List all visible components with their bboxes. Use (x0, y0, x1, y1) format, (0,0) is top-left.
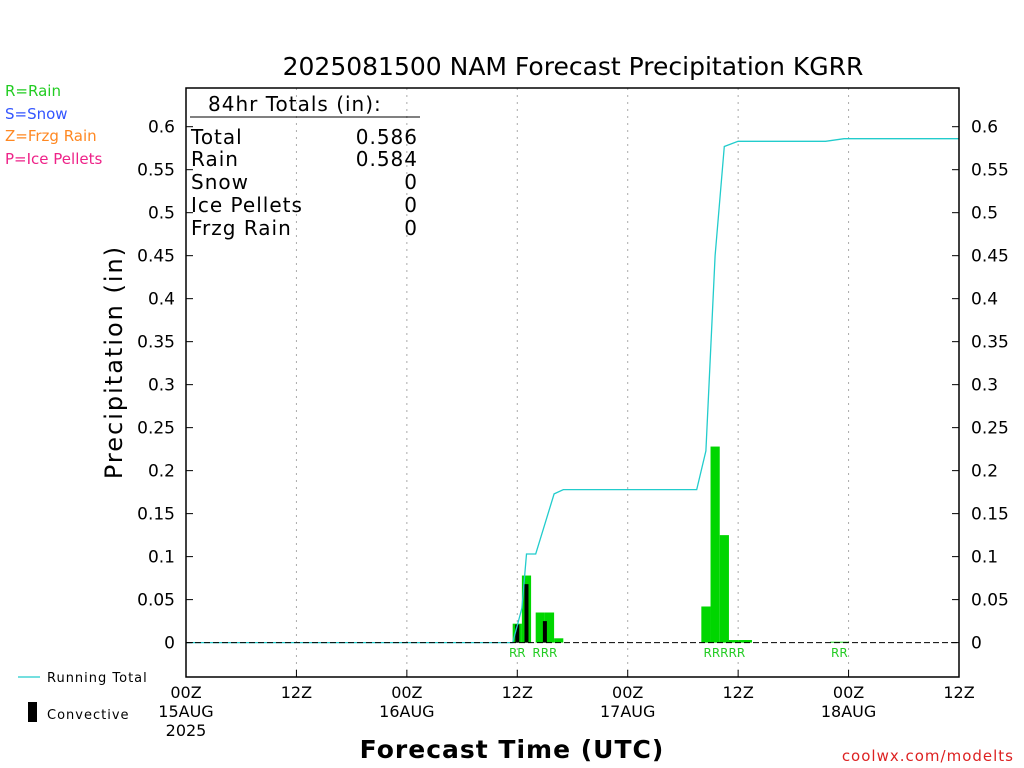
x-tick-label: 16AUG (379, 702, 434, 721)
totals-row-label: Frzg Rain (191, 216, 292, 240)
totals-row-value: 0 (404, 193, 418, 217)
totals-row-value: 0 (404, 216, 418, 240)
precip-bar (544, 612, 555, 643)
precip-bars (512, 446, 849, 643)
x-tick-label: 00Z (833, 683, 864, 702)
y-tick-label: 0.4 (148, 290, 175, 310)
totals-row-label: Rain (191, 147, 239, 171)
y-tick-label: 0.15 (137, 505, 175, 525)
totals-row-value: 0 (404, 170, 418, 194)
convective-legend-swatch (28, 702, 37, 722)
y-tick-label: 0.25 (137, 419, 175, 439)
precip-type-label: RR (509, 646, 526, 660)
y-tick-label: 0.5 (148, 204, 175, 224)
convective-bar (542, 621, 547, 643)
precip-type-label: RRR (532, 646, 557, 660)
x-tick-label: 00Z (612, 683, 643, 702)
axes (185, 87, 960, 678)
x-tick-label: 00Z (170, 683, 201, 702)
y-tick-label: 0.45 (137, 247, 175, 267)
y-tick-label: 0.05 (971, 591, 1009, 611)
plot-frame (185, 87, 960, 678)
y-tick-label: 0 (971, 634, 982, 654)
y-tick-label: 0.05 (137, 591, 175, 611)
tick-labels: 0 00.05 0.050.1 0.10.15 0.150.2 0.20.25 0.250.… (137, 118, 1009, 740)
x-tick-label: 18AUG (821, 702, 876, 721)
x-tick-label: 17AUG (600, 702, 655, 721)
convective-bar (515, 624, 520, 643)
precip-type-label: RRRRR (703, 646, 745, 660)
precip-bar (701, 606, 711, 643)
x-tick-label: 12Z (281, 683, 312, 702)
y-tick-label: 0.4 (971, 290, 998, 310)
y-tick-label: 0.45 (971, 247, 1009, 267)
y-tick-label: 0.1 (148, 548, 175, 568)
precip-bar (728, 640, 739, 643)
series-legend: Running Total Convective (18, 671, 148, 723)
precip-type-labels: RR RRR RRRRR RR (509, 646, 848, 660)
precip-bar (719, 535, 729, 643)
y-tick-label: 0.5 (971, 204, 998, 224)
y-tick-label: 0.1 (971, 548, 998, 568)
legend-snow: S=Snow (5, 105, 68, 123)
y-tick-label: 0.6 (148, 118, 175, 138)
running-total-series (186, 138, 959, 644)
totals-row-value: 0.586 (356, 125, 418, 149)
totals-row-label: Ice Pellets (191, 193, 303, 217)
x-axis-label: Forecast Time (UTC) (360, 735, 665, 764)
totals-row-label: Snow (191, 170, 249, 194)
y-tick-label: 0 (164, 634, 175, 654)
convective-bars (515, 584, 547, 643)
running-total-line (186, 138, 959, 644)
precip-bar (535, 612, 545, 643)
y-tick-label: 0.25 (971, 419, 1009, 439)
precip-type-legend: R=Rain S=Snow Z=Frzg Rain P=Ice Pellets (5, 82, 102, 168)
precip-bar (710, 446, 720, 643)
precip-bar (742, 640, 752, 643)
convective-legend-label: Convective (47, 708, 130, 723)
y-tick-label: 0.55 (137, 161, 175, 181)
y-tick-label: 0.2 (971, 462, 998, 482)
chart-title: 2025081500 NAM Forecast Precipitation KG… (283, 52, 864, 81)
precip-bar (554, 638, 564, 643)
y-tick-label: 0.3 (971, 376, 998, 396)
running-total-legend-label: Running Total (47, 671, 148, 686)
y-tick-label: 0.15 (971, 505, 1009, 525)
totals-row-value: 0.584 (356, 147, 418, 171)
credit-link[interactable]: coolwx.com/modelts (842, 747, 1014, 765)
totals-box: 84hr Totals (in): Total 0.586 Rain 0.584… (190, 92, 420, 240)
y-tick-label: 0.2 (148, 462, 175, 482)
convective-bar (524, 584, 529, 643)
legend-freezing-rain: Z=Frzg Rain (5, 127, 97, 145)
precip-type-label: RR (831, 646, 848, 660)
y-tick-label: 0.6 (971, 118, 998, 138)
y-tick-label: 0.35 (971, 333, 1009, 353)
y-tick-label: 0.3 (148, 376, 175, 396)
legend-rain: R=Rain (5, 82, 61, 100)
y-tick-label: 0.35 (137, 333, 175, 353)
x-tick-label: 00Z (391, 683, 422, 702)
grid-lines (295, 88, 850, 677)
x-tick-label: 15AUG (158, 702, 213, 721)
x-tick-label: 12Z (502, 683, 533, 702)
totals-header: 84hr Totals (in): (208, 92, 382, 116)
legend-ice-pellets: P=Ice Pellets (5, 150, 102, 168)
y-tick-label: 0.55 (971, 161, 1009, 181)
x-tick-label: 12Z (722, 683, 753, 702)
y-axis-label: Precipitation (in) (100, 245, 128, 479)
totals-row-label: Total (190, 125, 243, 149)
x-tick-label: 12Z (943, 683, 974, 702)
x-tick-label: 2025 (166, 721, 207, 740)
